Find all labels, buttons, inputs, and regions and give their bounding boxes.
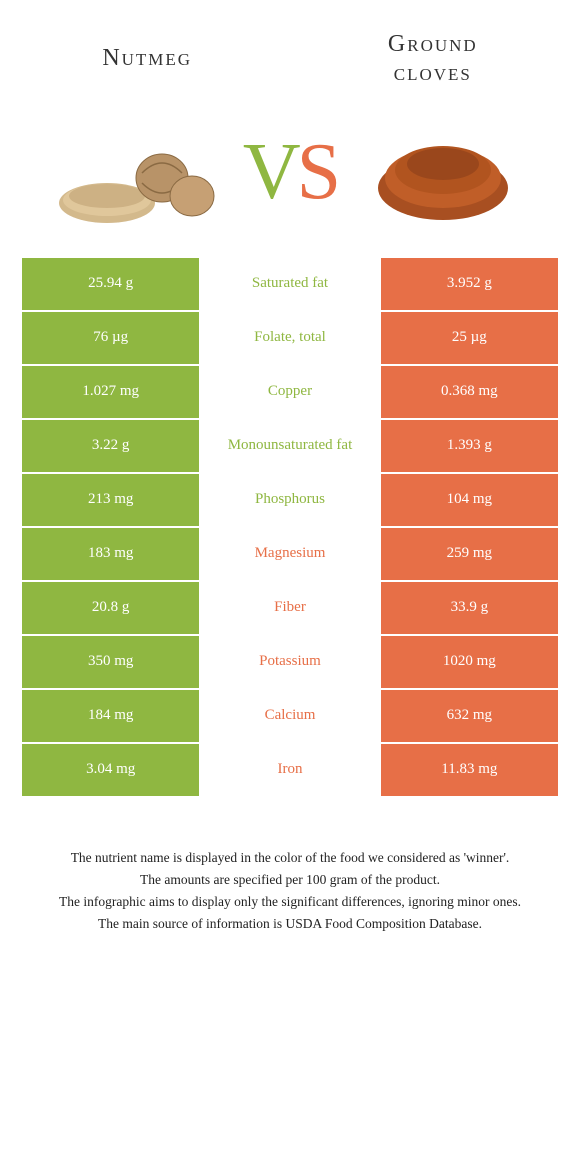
nutmeg-image [32, 118, 243, 228]
right-value: 1020 mg [379, 636, 558, 690]
table-row: 183 mgMagnesium259 mg [22, 528, 558, 582]
nutrient-label: Fiber [201, 582, 378, 636]
left-value: 183 mg [22, 528, 201, 582]
left-value: 350 mg [22, 636, 201, 690]
table-row: 1.027 mgCopper0.368 mg [22, 366, 558, 420]
nutrient-label: Calcium [201, 690, 378, 744]
hero-row: VS [22, 118, 558, 258]
left-value: 3.04 mg [22, 744, 201, 798]
nutrient-label: Monounsaturated fat [201, 420, 378, 474]
right-value: 25 µg [379, 312, 558, 366]
right-value: 33.9 g [379, 582, 558, 636]
vs-s: S [297, 128, 338, 216]
left-food-title: Nutmeg [52, 44, 242, 73]
right-value: 632 mg [379, 690, 558, 744]
nutrient-label: Magnesium [201, 528, 378, 582]
table-row: 3.04 mgIron11.83 mg [22, 744, 558, 798]
table-row: 20.8 gFiber33.9 g [22, 582, 558, 636]
title-row: Nutmeg Ground cloves [22, 30, 558, 88]
footer-line-1: The nutrient name is displayed in the co… [42, 848, 538, 868]
right-value: 259 mg [379, 528, 558, 582]
right-value: 11.83 mg [379, 744, 558, 798]
table-row: 76 µgFolate, total25 µg [22, 312, 558, 366]
vs-label: VS [243, 127, 337, 218]
table-row: 25.94 gSaturated fat3.952 g [22, 258, 558, 312]
nutrient-label: Potassium [201, 636, 378, 690]
table-row: 3.22 gMonounsaturated fat1.393 g [22, 420, 558, 474]
footer-line-4: The main source of information is USDA F… [42, 914, 538, 934]
table-row: 350 mgPotassium1020 mg [22, 636, 558, 690]
right-value: 0.368 mg [379, 366, 558, 420]
table-row: 184 mgCalcium632 mg [22, 690, 558, 744]
left-value: 76 µg [22, 312, 201, 366]
left-value: 1.027 mg [22, 366, 201, 420]
left-value: 184 mg [22, 690, 201, 744]
left-value: 20.8 g [22, 582, 201, 636]
table-row: 213 mgPhosphorus104 mg [22, 474, 558, 528]
footer-line-2: The amounts are specified per 100 gram o… [42, 870, 538, 890]
comparison-table: 25.94 gSaturated fat3.952 g76 µgFolate, … [22, 258, 558, 798]
right-value: 3.952 g [379, 258, 558, 312]
ground-cloves-image [337, 118, 548, 228]
right-value: 104 mg [379, 474, 558, 528]
right-value: 1.393 g [379, 420, 558, 474]
footer-notes: The nutrient name is displayed in the co… [22, 848, 558, 935]
nutrient-label: Phosphorus [201, 474, 378, 528]
nutrient-label: Folate, total [201, 312, 378, 366]
left-value: 3.22 g [22, 420, 201, 474]
left-value: 25.94 g [22, 258, 201, 312]
nutrient-label: Iron [201, 744, 378, 798]
footer-line-3: The infographic aims to display only the… [42, 892, 538, 912]
vs-v: V [243, 128, 297, 216]
nutrient-label: Copper [201, 366, 378, 420]
left-value: 213 mg [22, 474, 201, 528]
nutrient-label: Saturated fat [201, 258, 378, 312]
right-food-title: Ground cloves [338, 30, 528, 88]
